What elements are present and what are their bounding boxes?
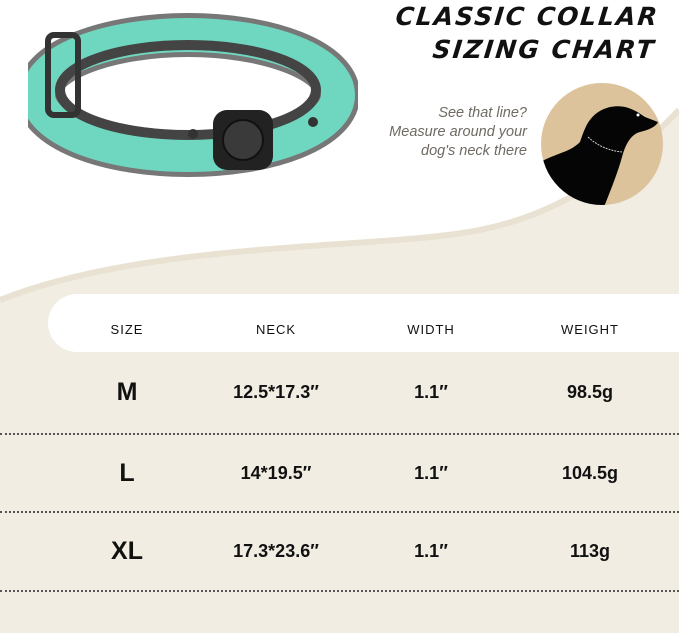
page-title: CLASSIC COLLAR SIZING CHART [390,0,660,66]
header-width: WIDTH [407,322,455,337]
header-weight: WEIGHT [561,322,619,337]
hint-line-1: See that line? [438,105,527,121]
header-neck: NECK [255,322,297,337]
dog-silhouette-icon [541,83,663,205]
size-cell: XL [111,537,143,565]
weight-cell: 104.5g [561,463,619,483]
width-cell: 1.1″ [414,463,448,483]
width-cell: 1.1″ [414,541,448,561]
width-cell: 1.1″ [414,382,448,402]
neck-cell: 17.3*23.6″ [233,541,319,561]
table-row: L 14*19.5″ 1.1″ 104.5g [0,443,679,503]
neck-cell: 12.5*17.3″ [233,382,319,402]
header-size: SIZE [110,322,144,337]
row-divider [0,590,679,592]
title-line-2: SIZING CHART [431,35,657,64]
row-divider [0,433,679,435]
table-row: XL 17.3*23.6″ 1.1″ 113g [0,521,679,581]
title-line-1: CLASSIC COLLAR [394,2,661,31]
neck-cell: 14*19.5″ [240,463,312,483]
table-header [48,294,679,352]
collar-image [28,13,358,177]
table-row: M 12.5*17.3″ 1.1″ 98.5g [0,362,679,422]
size-cell: L [119,459,135,487]
hint-line-3: dog's neck there [421,143,527,159]
weight-cell: 98.5g [566,382,614,402]
size-cell: M [116,378,138,406]
weight-cell: 113g [569,541,611,561]
row-divider [0,511,679,513]
hint-line-2: Measure around your [389,124,527,140]
measure-hint: See that line? Measure around your dog's… [389,104,527,161]
